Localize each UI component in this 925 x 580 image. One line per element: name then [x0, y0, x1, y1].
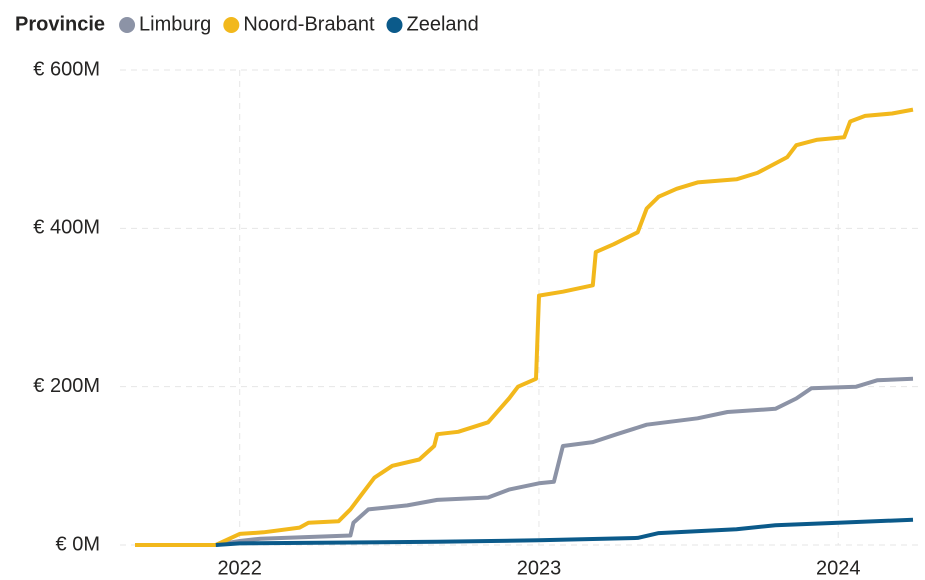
series-line: [135, 107, 914, 547]
series-line: [135, 376, 914, 547]
y-tick-label: € 600M: [33, 58, 100, 80]
y-tick-label: € 400M: [33, 217, 100, 239]
x-tick-label: 2024: [816, 557, 861, 579]
y-tick-label: € 200M: [33, 375, 100, 397]
legend-marker: [386, 17, 403, 33]
x-tick-label: 2023: [517, 557, 562, 579]
legend-label[interactable]: Zeeland: [407, 13, 479, 35]
legend-label[interactable]: Limburg: [139, 13, 211, 35]
legend-label[interactable]: Noord-Brabant: [243, 13, 375, 35]
series-line: [215, 517, 914, 547]
y-tick-label: € 0M: [56, 533, 100, 555]
x-tick-label: 2022: [217, 557, 262, 579]
legend-marker: [223, 17, 240, 33]
legend-marker: [119, 17, 136, 33]
legend-title: Provincie: [15, 13, 105, 35]
